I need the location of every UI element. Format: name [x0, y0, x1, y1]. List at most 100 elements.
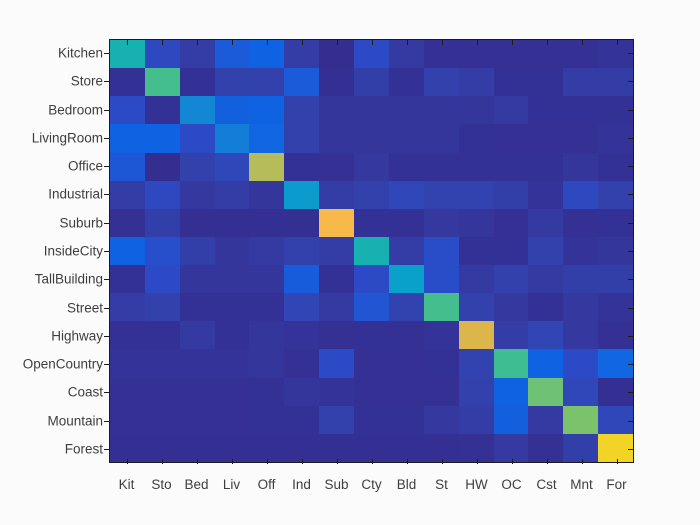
heatmap-cell [388, 433, 424, 462]
heatmap-cell [388, 124, 424, 153]
axis-tick [104, 392, 109, 394]
heatmap-cell [458, 40, 494, 69]
y-tick-label: LivingRoom [31, 130, 103, 146]
heatmap-cell [249, 293, 285, 322]
heatmap-cell [319, 68, 355, 97]
heatmap-cell [493, 152, 529, 181]
heatmap-cell [493, 349, 529, 378]
axis-tick [628, 335, 633, 337]
heatmap-cell [388, 349, 424, 378]
heatmap-cell [458, 180, 494, 209]
axis-tick [628, 137, 633, 139]
axis-tick [371, 459, 373, 464]
heatmap-cell [249, 265, 285, 294]
heatmap-cell [249, 433, 285, 462]
axis-tick [476, 40, 478, 45]
heatmap-cell [284, 349, 320, 378]
heatmap-cell [598, 180, 633, 209]
heatmap-cell [249, 321, 285, 350]
heatmap-cell [144, 180, 180, 209]
heatmap-cell [249, 236, 285, 266]
heatmap-cell [388, 208, 424, 237]
heatmap-cell [563, 377, 599, 406]
x-tick-label: For [606, 477, 627, 492]
heatmap-cell [563, 349, 599, 378]
heatmap-cell [354, 293, 389, 322]
heatmap-cell [214, 152, 250, 181]
axis-tick [628, 420, 633, 422]
heatmap-cell [354, 96, 389, 125]
heatmap-cell [319, 96, 355, 125]
heatmap-cell [284, 152, 320, 181]
heatmap-cell [563, 96, 599, 125]
heatmap-cell [319, 124, 355, 153]
y-tick-label: TallBuilding [34, 271, 103, 287]
heatmap-cell [388, 377, 424, 406]
axis-tick [546, 40, 548, 45]
heatmap-cell [110, 405, 145, 434]
axis-tick [104, 420, 109, 422]
axis-tick [104, 251, 109, 252]
heatmap-cell [214, 293, 250, 322]
x-tick-label: Mnt [570, 477, 593, 492]
heatmap-cell [423, 40, 459, 69]
heatmap-cell [179, 321, 215, 350]
heatmap-cell [110, 321, 145, 350]
heatmap-cell [423, 433, 459, 462]
y-tick-label: Street [66, 300, 103, 316]
heatmap-cell [598, 96, 633, 125]
heatmap-cell [284, 124, 320, 153]
heatmap-cell [528, 40, 564, 69]
heatmap-cell [354, 180, 389, 209]
heatmap-cell [110, 152, 145, 181]
axis-tick [161, 40, 163, 45]
heatmap-cell [563, 236, 599, 266]
heatmap-cell [179, 208, 215, 237]
heatmap-cell [144, 124, 180, 153]
heatmap-cell [458, 265, 494, 294]
heatmap-cell [144, 152, 180, 181]
heatmap-cell [249, 377, 285, 406]
heatmap-cell [458, 377, 494, 406]
heatmap-cell [284, 96, 320, 125]
heatmap-cell [249, 96, 285, 125]
axis-tick [126, 40, 128, 45]
heatmap-cell [214, 433, 250, 462]
axis-tick [616, 459, 618, 464]
heatmap-cell [423, 208, 459, 237]
heatmap-cell [458, 208, 494, 237]
heatmap-cell [458, 236, 494, 266]
heatmap-cell [423, 152, 459, 181]
heatmap-cell [284, 293, 320, 322]
heatmap-cell [563, 180, 599, 209]
axis-tick [104, 448, 109, 450]
heatmap-cell [319, 236, 355, 266]
x-tick-label: Sub [324, 477, 349, 492]
heatmap-cell [423, 236, 459, 266]
heatmap-cell [493, 293, 529, 322]
heatmap-cell [319, 180, 355, 209]
heatmap-cell [144, 68, 180, 97]
heatmap-cell [214, 265, 250, 294]
y-tick-label: Store [70, 73, 103, 89]
heatmap-cell [528, 96, 564, 125]
heatmap-cell [214, 321, 250, 350]
y-tick-label: Bedroom [48, 102, 103, 118]
x-tick-label: Bed [184, 477, 209, 492]
axis-tick [628, 448, 633, 450]
heatmap-cell [563, 40, 599, 69]
x-tick-label: St [435, 477, 448, 492]
axis-tick [126, 459, 128, 464]
axis-tick [628, 109, 633, 111]
axis-tick [104, 335, 109, 337]
axis-tick [301, 459, 303, 464]
axis-tick [301, 40, 303, 45]
heatmap-cell [528, 124, 564, 153]
heatmap-cell [528, 321, 564, 350]
heatmap-cell [598, 405, 633, 434]
heatmap-cell [319, 349, 355, 378]
heatmap-cell [423, 293, 459, 322]
heatmap-cell [284, 433, 320, 462]
heatmap-cell [388, 293, 424, 322]
heatmap-cell [214, 96, 250, 125]
